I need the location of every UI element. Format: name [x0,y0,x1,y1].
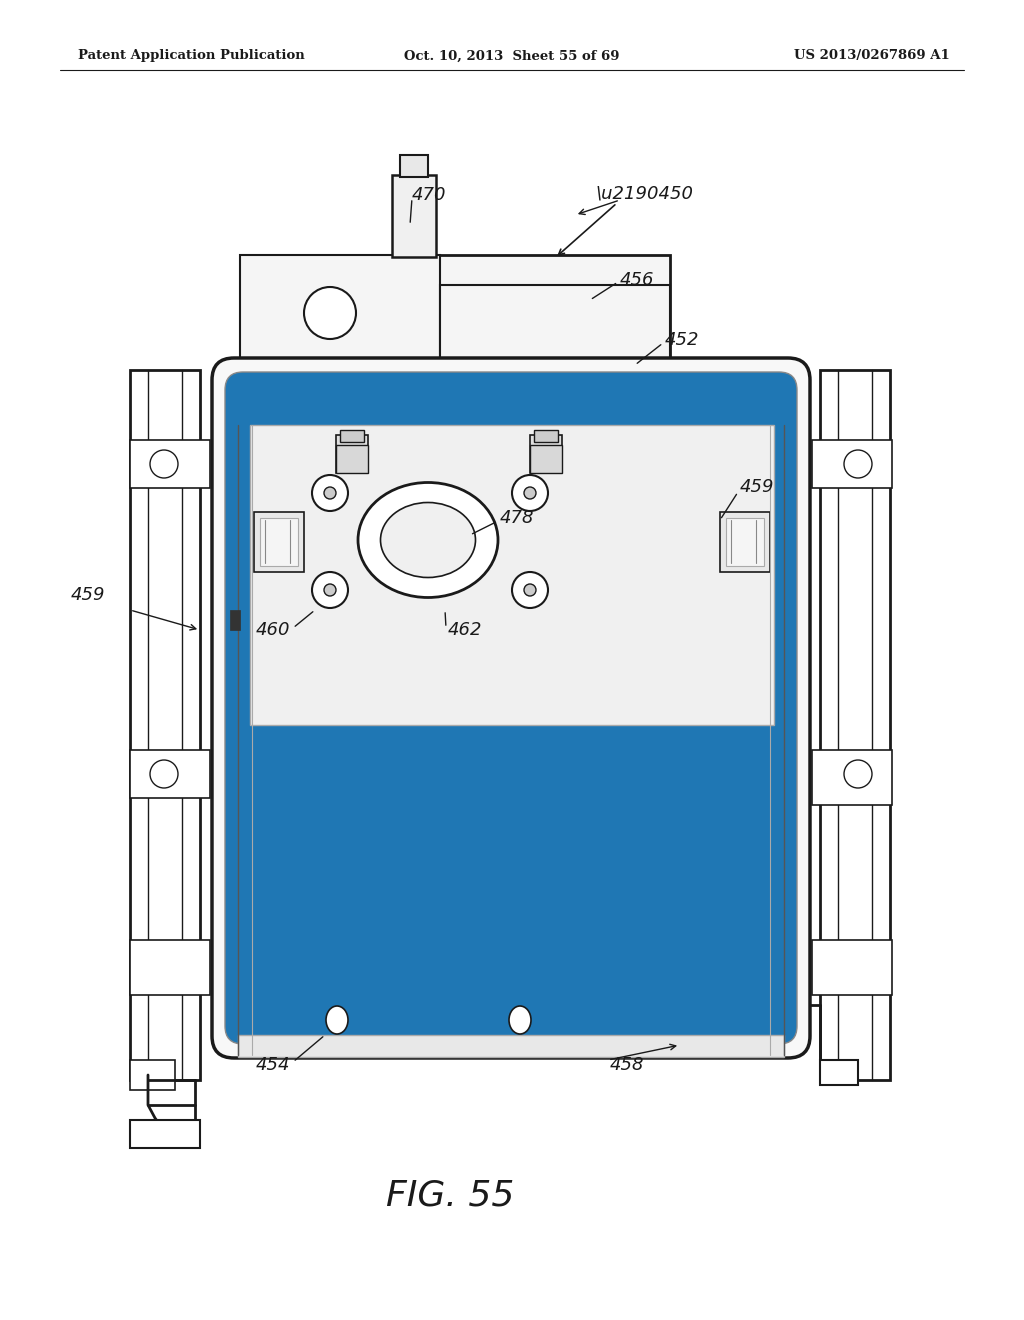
Text: 454: 454 [256,1056,290,1074]
Circle shape [512,572,548,609]
Bar [820,370,890,1080]
Circle shape [324,583,336,597]
Text: 462: 462 [449,620,482,639]
Circle shape [312,475,348,511]
Bar [240,255,670,370]
Bar [240,255,440,370]
Bar [238,1035,784,1057]
Bar [440,285,670,370]
Circle shape [844,450,872,478]
Bar [720,512,770,572]
Text: Patent Application Publication: Patent Application Publication [78,49,305,62]
Circle shape [304,286,356,339]
Ellipse shape [509,1006,531,1034]
Bar [250,425,774,725]
Bar [812,440,892,488]
Bar [340,430,364,442]
Text: 459: 459 [71,586,105,605]
Text: 452: 452 [665,331,699,348]
Text: \u2190450: \u2190450 [595,183,693,202]
Bar [260,517,298,566]
Ellipse shape [326,1006,348,1034]
Bar [392,176,436,257]
Circle shape [150,450,178,478]
Bar [130,370,200,1080]
Bar [530,436,562,473]
Bar [726,517,764,566]
Bar [130,1060,175,1090]
Circle shape [524,487,536,499]
Text: FIG. 55: FIG. 55 [386,1177,514,1212]
Circle shape [420,532,436,548]
FancyBboxPatch shape [225,372,797,1044]
Text: Oct. 10, 2013  Sheet 55 of 69: Oct. 10, 2013 Sheet 55 of 69 [404,49,620,62]
Circle shape [312,572,348,609]
Ellipse shape [358,483,498,598]
Bar [336,445,368,473]
Bar [820,1060,858,1085]
FancyBboxPatch shape [238,420,784,1035]
Bar [230,610,240,630]
Circle shape [150,760,178,788]
Circle shape [524,583,536,597]
Bar [812,750,892,805]
Circle shape [844,760,872,788]
Bar [812,940,892,995]
Bar [130,1119,200,1148]
Text: 459: 459 [740,478,774,496]
FancyBboxPatch shape [212,358,810,1059]
Circle shape [512,475,548,511]
Bar [130,940,210,995]
Text: 458: 458 [610,1056,644,1074]
Text: US 2013/0267869 A1: US 2013/0267869 A1 [795,49,950,62]
Bar [534,430,558,442]
Bar [130,750,210,799]
Bar [400,154,428,177]
Circle shape [324,487,336,499]
Bar [530,445,562,473]
Text: 478: 478 [500,510,535,527]
Bar [254,512,304,572]
Bar [130,440,210,488]
Ellipse shape [381,503,475,578]
Text: 456: 456 [620,271,654,289]
Bar [336,436,368,473]
Text: 470: 470 [412,186,446,205]
Text: 460: 460 [256,620,290,639]
